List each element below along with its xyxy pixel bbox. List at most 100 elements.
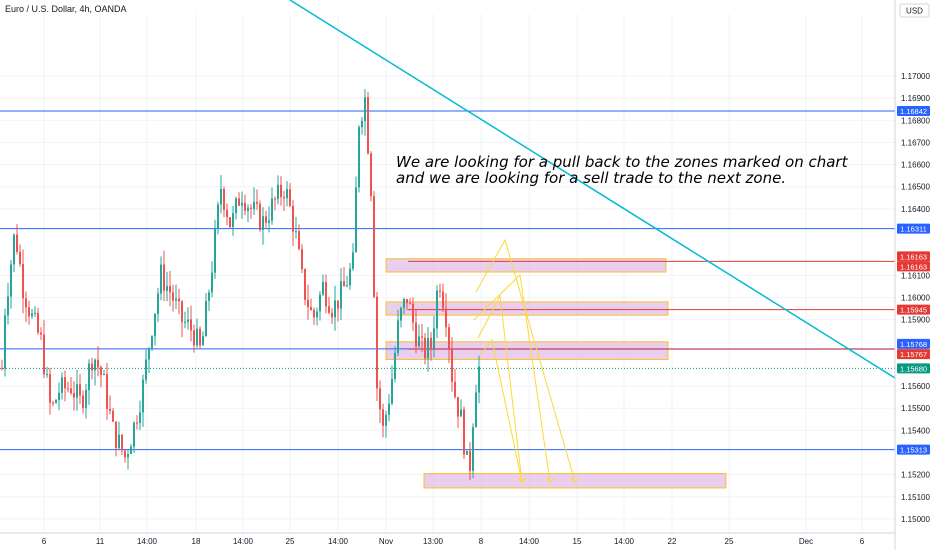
x-tick-label: 25: [725, 537, 734, 546]
candle-body: [13, 234, 15, 265]
candle-body: [235, 198, 237, 214]
time-axis[interactable]: 6 11 14:00 18 14:00 25 14:00 Nov 13:00 8 14:00 15 14…: [0, 532, 895, 546]
candle-body: [373, 196, 375, 297]
currency-label: USD: [906, 7, 923, 16]
candle-body: [319, 294, 321, 312]
candle-body: [355, 187, 357, 253]
candle-body: [304, 269, 306, 300]
trendline-line[interactable]: [289, 0, 896, 379]
candle-body: [181, 301, 183, 323]
candle-body: [136, 422, 138, 424]
candle-body: [37, 312, 39, 333]
price-axis[interactable]: 1.17000 1.16900 1.16800 1.16700 1.16600 1.165…: [894, 0, 932, 550]
candle-body: [7, 296, 9, 316]
candle-body: [133, 422, 135, 447]
price-tag: [897, 251, 930, 262]
candle-body: [100, 367, 102, 375]
y-tick-label: 1.16600: [901, 161, 930, 170]
candle-body: [97, 359, 99, 368]
price-tag-label: 1.16311: [900, 225, 927, 234]
candle-body: [166, 285, 168, 291]
y-tick-label: 1.15000: [901, 515, 930, 524]
candle-body: [451, 348, 453, 382]
candle-body: [43, 334, 45, 375]
x-tick-label: 14:00: [614, 537, 635, 546]
candle-body: [154, 313, 156, 337]
x-tick-label: 6: [42, 537, 47, 546]
candle-body: [103, 373, 105, 375]
candle-body: [316, 311, 318, 318]
candle-body: [478, 366, 480, 393]
candle-body: [55, 400, 57, 404]
supply-zone[interactable]: [385, 301, 669, 316]
candle-body: [313, 309, 315, 318]
note-line-1: We are looking for a pull back to the zo…: [396, 153, 849, 171]
candle-body: [112, 410, 114, 422]
candle-body: [388, 403, 390, 415]
candle-body: [232, 213, 234, 228]
candle-body: [307, 299, 309, 308]
candle-body: [382, 409, 384, 426]
y-tick-label: 1.17000: [901, 72, 930, 81]
candle-body: [367, 97, 369, 154]
candle-body: [88, 363, 90, 391]
candle-body: [115, 421, 117, 449]
candle-body: [238, 198, 240, 206]
price-tag: [897, 304, 930, 315]
candle-body: [454, 381, 456, 398]
x-tick-label: Nov: [379, 537, 393, 546]
candle-body: [70, 388, 72, 394]
projection-path: [473, 273, 551, 483]
supply-zone[interactable]: [385, 258, 667, 273]
candle-body: [394, 352, 396, 379]
candle-body: [298, 231, 300, 250]
candle-body: [457, 397, 459, 417]
y-tick-label: 1.16500: [901, 183, 930, 192]
candle-body: [1, 368, 3, 370]
supply-zone[interactable]: [385, 341, 669, 360]
candle-body: [340, 281, 342, 309]
candle-body: [85, 390, 87, 408]
candle-body: [142, 379, 144, 413]
x-tick-label: 14:00: [137, 537, 158, 546]
trendline[interactable]: [289, 0, 896, 379]
note: We are looking for a pull back to the zo…: [396, 153, 849, 187]
x-tick-label: 11: [96, 537, 105, 546]
candle-body: [364, 97, 366, 122]
price-tag: [897, 223, 930, 234]
currency-button[interactable]: USD: [899, 3, 930, 18]
candle-body: [61, 377, 63, 393]
candle-body: [148, 348, 150, 360]
candle-body: [247, 207, 249, 211]
candle-body: [430, 337, 432, 349]
price-tag-label: 1.15680: [900, 364, 927, 373]
candle-body: [433, 328, 435, 349]
candle-body: [277, 184, 279, 200]
candle-body: [352, 252, 354, 269]
candle-body: [94, 359, 96, 371]
candle-body: [127, 454, 129, 458]
candle-body: [286, 189, 288, 199]
candle-body: [211, 272, 213, 293]
candle-body: [190, 319, 192, 331]
candle-body: [172, 292, 174, 301]
candle-body: [337, 300, 339, 309]
candle-body: [274, 198, 276, 200]
candle-body: [412, 303, 414, 323]
candle-body: [424, 337, 426, 359]
price-tag: [897, 105, 930, 116]
candle-body: [130, 446, 132, 455]
candle-body: [301, 249, 303, 270]
y-tick-label: 1.15100: [901, 493, 930, 502]
x-tick-label: Dec: [799, 537, 813, 546]
candle-body: [28, 307, 30, 317]
grid: [0, 14, 895, 533]
candle-body: [391, 378, 393, 404]
candle-body: [460, 409, 462, 417]
price-tag-label: 1.15313: [900, 446, 927, 455]
candle-body: [469, 450, 471, 471]
candle-body: [64, 377, 66, 389]
candle-body: [208, 292, 210, 301]
candle-body: [46, 374, 48, 376]
